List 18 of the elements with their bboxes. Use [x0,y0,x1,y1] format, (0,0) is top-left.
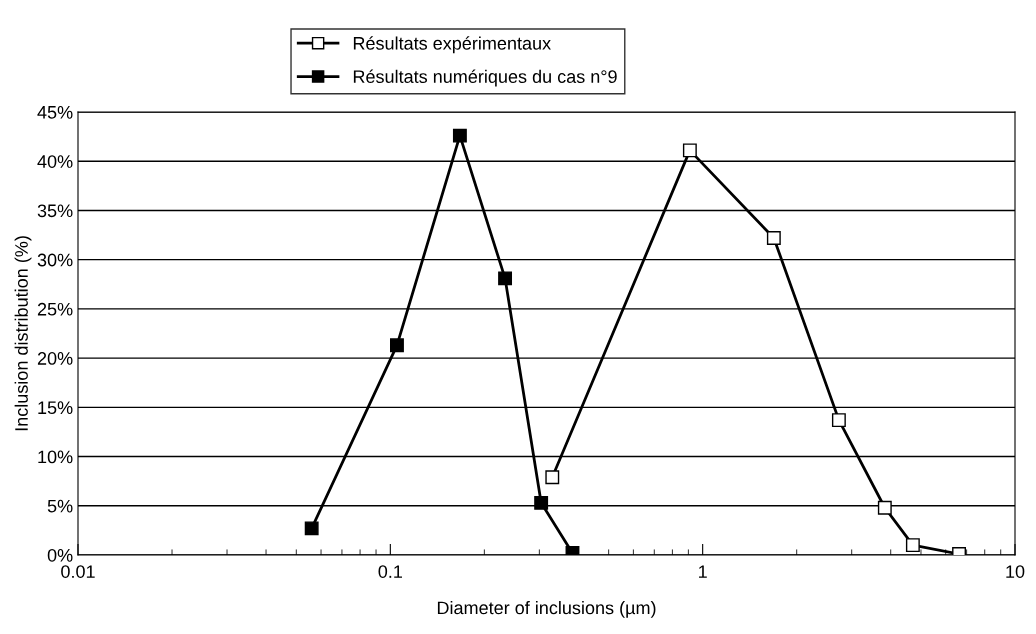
x-tick-label: 1 [699,565,707,578]
legend-label: Résultats numériques du cas n°9 [353,69,617,87]
x-tick-label: 0.01 [61,565,95,578]
y-tick-label: 35% [37,204,73,218]
y-tick-label: 25% [37,302,73,316]
y-tick-label: 40% [37,155,73,168]
y-tick-label: 10% [38,450,73,464]
x-tick-label: 0.1 [378,565,402,578]
y-tick-label: 0% [47,548,73,562]
legend-label: Résultats expérimentaux [353,36,551,54]
y-tick-label: 30% [37,253,73,267]
y-tick-label: 5% [47,499,73,513]
x-axis-title: Diameter of inclusions (µm) [437,601,656,618]
x-tick-label: 10 [1006,565,1025,578]
y-tick-label: 45% [37,106,73,119]
y-axis-title: Inclusion distribution (%) [14,236,32,431]
y-tick-label: 20% [37,352,73,365]
y-tick-label: 15% [38,401,73,415]
